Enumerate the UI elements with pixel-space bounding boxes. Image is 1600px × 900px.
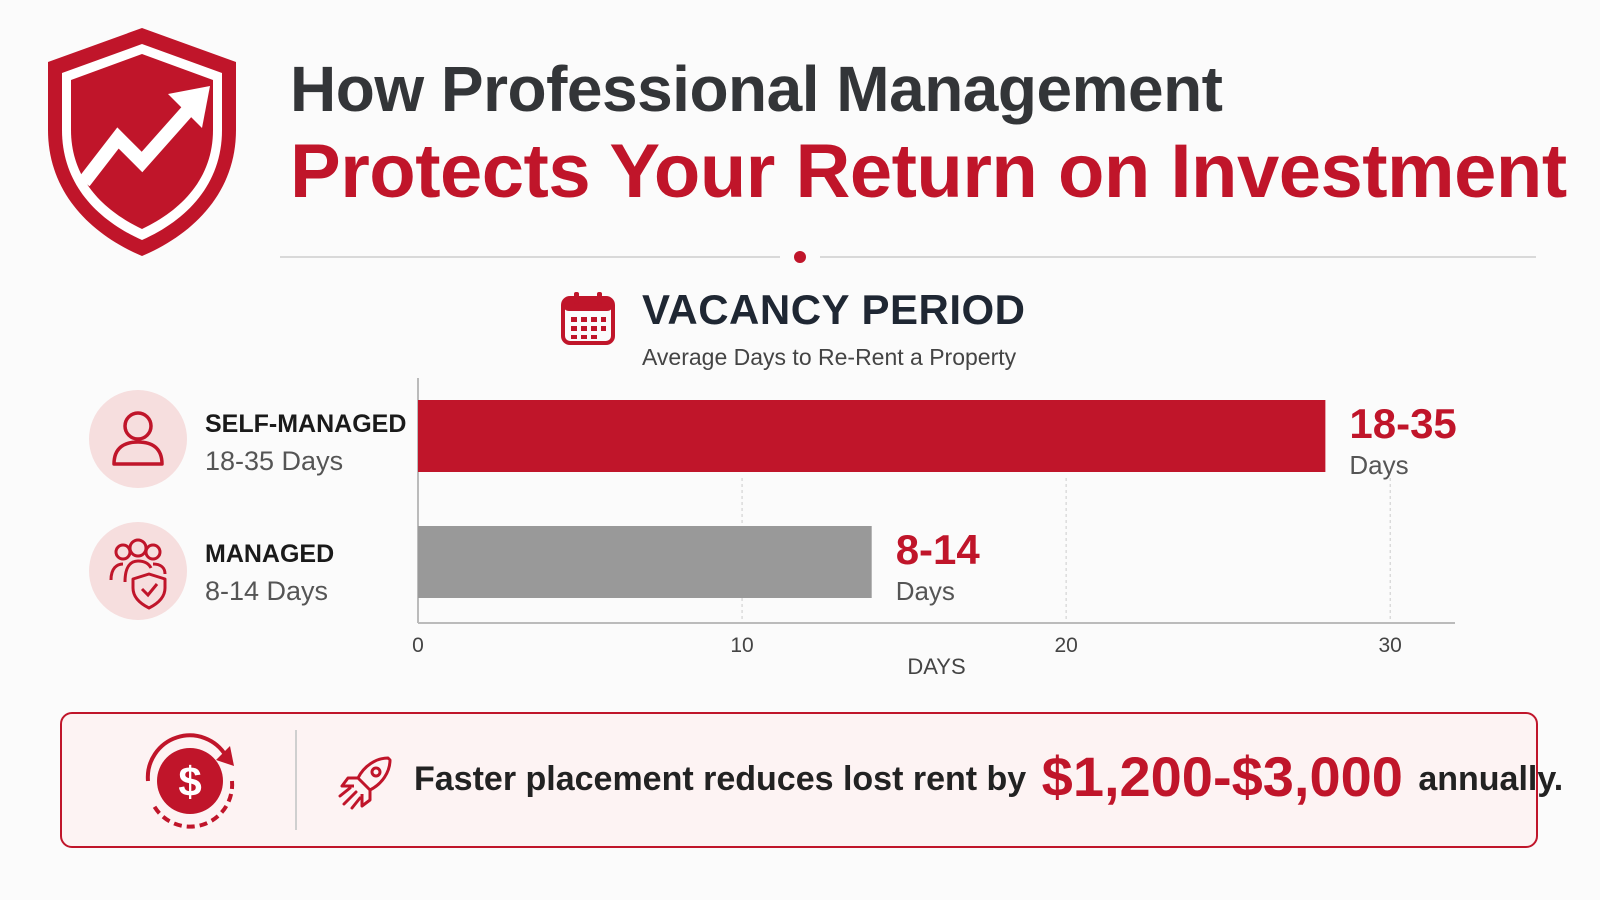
self-managed-label: SELF-MANAGED [205,410,407,438]
callout-text-after: annually. [1418,760,1564,798]
shield-chart-icon [48,28,236,256]
callout-amount: $1,200-$3,000 [1041,745,1403,808]
group-shield-icon [109,538,167,610]
tick-label-20: 20 [1054,634,1077,657]
person-icon [112,411,164,466]
tick-label-10: 10 [730,634,753,657]
divider-left [280,256,780,258]
section-subtitle: Average Days to Re-Rent a Property [642,344,1017,370]
managed-icon-circle [89,522,187,620]
divider-dot [794,251,806,263]
tick-label-0: 0 [412,634,424,657]
callout-text-before: Faster placement reduces lost rent by [414,760,1027,798]
title-line-2: Protects Your Return on Investment [290,129,1567,214]
svg-text:$: $ [178,758,201,805]
bar-unit-label-1: Days [896,576,955,606]
callout-separator [295,730,297,830]
bar-0 [418,400,1326,472]
bar-value-label-1: 8-14 [896,526,981,573]
calendar-icon [561,292,615,345]
self-managed-icon-circle [89,390,187,488]
tick-label-30: 30 [1379,634,1402,657]
dollar-cycle-icon: $ [145,733,235,829]
bar-unit-label-0: Days [1349,450,1408,480]
title-line-1: How Professional Management [290,53,1223,125]
bar-1 [418,526,872,598]
self-managed-days: 18-35 Days [205,446,344,476]
bar-value-label-0: 18-35 [1349,400,1456,447]
rocket-icon [338,756,392,810]
callout-text: Faster placement reduces lost rent by $1… [414,744,1563,809]
callout-box [60,712,1538,848]
managed-label: MANAGED [205,540,335,568]
section-title: VACANCY PERIOD [642,286,1026,333]
x-axis-label: DAYS [907,654,965,679]
managed-days: 8-14 Days [205,576,329,606]
divider-right [820,256,1536,258]
